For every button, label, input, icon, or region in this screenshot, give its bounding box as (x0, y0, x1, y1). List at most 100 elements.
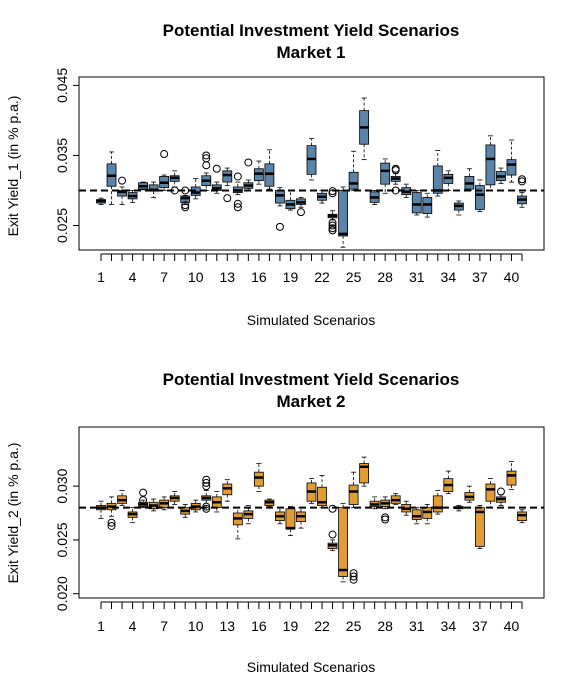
box-41 (517, 175, 527, 208)
x-tick-label: 28 (377, 618, 393, 634)
outlier-point (391, 166, 400, 175)
box-27 (369, 496, 380, 510)
box-13 (222, 167, 233, 203)
box-32 (422, 192, 433, 218)
x-tick-label: 22 (314, 618, 330, 634)
x-tick-label: 22 (314, 269, 330, 285)
box-8 (169, 491, 180, 505)
x-tick-label: 7 (160, 618, 168, 634)
box-16 (253, 160, 264, 185)
y-axis-label: Exit Yield_2 (in % p.a.) (5, 443, 21, 584)
box-body (432, 495, 443, 513)
outlier-point (349, 569, 358, 578)
x-tick-label: 13 (220, 269, 236, 285)
plot-area: 0.020 0.025 0.030 1 4 7 10 13 16 19 22 25 28 31 34 37 40 (54, 426, 545, 634)
box-12 (211, 164, 222, 194)
box-17 (264, 498, 275, 507)
box-28 (380, 158, 391, 194)
box-body (338, 190, 348, 237)
box-16 (253, 463, 264, 492)
x-axis-label: Simulated Scenarios (247, 659, 375, 675)
box-39 (496, 487, 506, 506)
y-tick-label: 0.030 (54, 468, 70, 503)
outlier-point (496, 487, 505, 496)
x-tick-label: 31 (409, 618, 425, 634)
box-32 (422, 504, 433, 525)
x-tick-label: 28 (377, 269, 393, 285)
box-26 (359, 456, 370, 487)
box-7 (159, 150, 170, 191)
box-36 (464, 168, 475, 191)
outlier-point (349, 575, 358, 584)
box-body (411, 509, 422, 520)
chart-title: Potential Investment Yield Scenarios (163, 21, 460, 40)
outlier-point (328, 226, 337, 235)
box-body (485, 144, 496, 186)
box-31 (411, 507, 422, 525)
x-tick-label: 25 (346, 618, 362, 634)
y-tick-label: 0.025 (54, 208, 70, 243)
outlier-point (296, 208, 305, 217)
x-tick-label: 4 (129, 269, 137, 285)
outlier-point (212, 164, 221, 173)
box-1 (96, 197, 106, 205)
box-25 (348, 471, 359, 584)
x-tick-label: 34 (441, 618, 457, 634)
outlier-point (328, 530, 337, 539)
outlier-point (275, 222, 284, 231)
box-20 (296, 507, 306, 529)
box-body (474, 185, 485, 210)
box-body (506, 159, 517, 176)
box-29 (390, 164, 401, 195)
box-41 (517, 509, 527, 524)
chart-title: Potential Investment Yield Scenarios (163, 370, 460, 389)
box-7 (159, 496, 170, 511)
y-tick-label: 0.035 (54, 138, 70, 173)
box-23 (327, 504, 338, 552)
box-29 (390, 493, 401, 505)
x-tick-label: 1 (97, 618, 105, 634)
x-tick-label: 13 (220, 618, 236, 634)
x-tick-label: 4 (129, 618, 137, 634)
x-tick-label: 1 (97, 269, 105, 285)
chart-subtitle: Market 1 (277, 43, 346, 62)
outlier-point (202, 151, 211, 160)
y-tick-label: 0.025 (54, 522, 70, 557)
x-axis-label: Simulated Scenarios (247, 312, 375, 328)
box-3 (117, 490, 127, 506)
x-tick-label: 25 (346, 269, 362, 285)
box-body (338, 507, 348, 577)
box-body (264, 163, 275, 187)
outlier-point (223, 194, 232, 203)
box-body (359, 463, 370, 484)
box-9 (180, 504, 191, 518)
box-17 (264, 149, 275, 190)
box-5 (138, 488, 149, 509)
box-37 (474, 179, 485, 212)
box-21 (306, 478, 317, 504)
box-body (253, 471, 264, 487)
x-tick-label: 31 (409, 269, 425, 285)
x-tick-label: 10 (188, 618, 204, 634)
outlier-point (139, 488, 148, 497)
box-28 (380, 496, 391, 524)
box-4 (127, 190, 138, 203)
outlier-point (381, 515, 390, 524)
outlier-point (181, 201, 190, 210)
box-39 (496, 167, 506, 184)
y-axis-label: Exit Yield_1 (in % p.a.) (5, 96, 21, 237)
box-34 (443, 470, 454, 495)
box-37 (474, 505, 485, 549)
x-tick-label: 16 (251, 269, 267, 285)
x-tick-label: 19 (283, 618, 299, 634)
box-6 (148, 498, 159, 512)
outlier-point (328, 224, 337, 233)
box-2 (106, 496, 117, 530)
outlier-point (139, 496, 148, 505)
outlier-point (233, 199, 242, 208)
x-tick-label: 40 (504, 618, 520, 634)
outlier-point (518, 175, 526, 184)
y-tick-label: 0.045 (54, 68, 70, 103)
